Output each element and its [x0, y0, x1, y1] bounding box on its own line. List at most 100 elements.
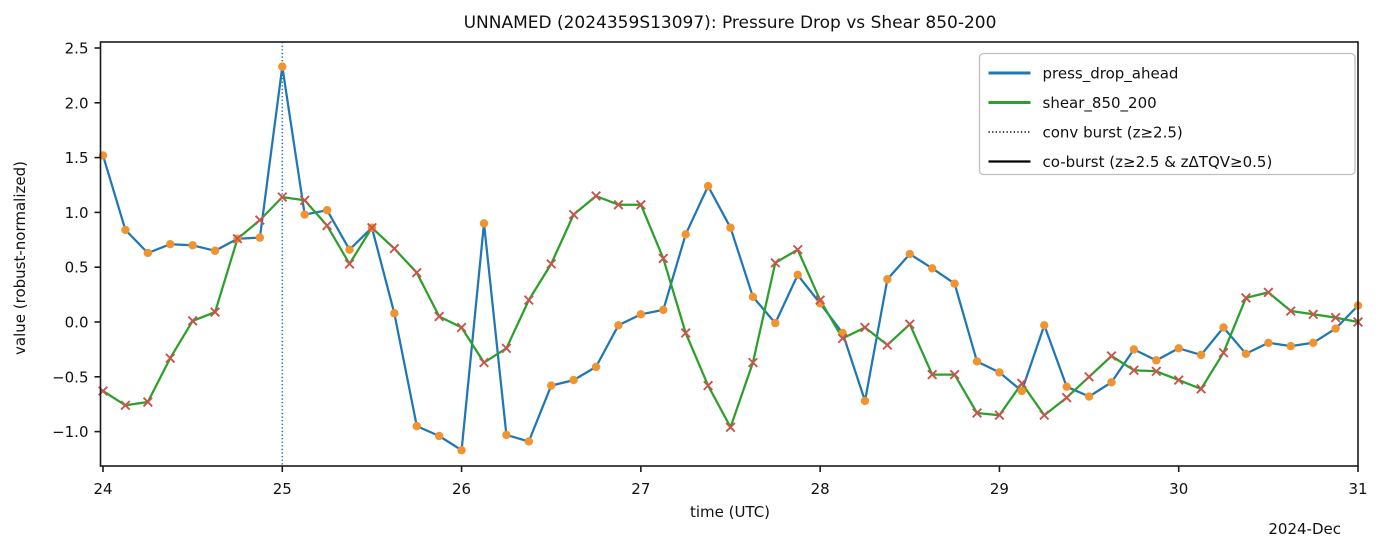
data-point-x — [1061, 392, 1072, 403]
data-point-x — [1240, 292, 1251, 303]
data-point-dot — [1107, 378, 1116, 387]
y-tick-label: 2.0 — [65, 94, 89, 112]
data-point-dot — [412, 421, 421, 431]
data-point-dot — [390, 309, 399, 318]
legend-box — [978, 52, 1356, 176]
data-point-dot — [188, 241, 197, 250]
data-point-x — [725, 422, 736, 433]
data-point-dot — [278, 62, 287, 71]
data-point-x — [1263, 287, 1274, 298]
y-tick-label: −0.5 — [52, 368, 88, 386]
data-point-dot — [614, 321, 623, 330]
data-point-x — [210, 307, 221, 318]
y-tick-label: 0.0 — [65, 314, 89, 332]
data-point-x — [792, 244, 803, 255]
data-point-x — [591, 190, 602, 201]
y-tick-label: 1.0 — [65, 204, 89, 222]
data-point-x — [882, 340, 893, 350]
data-point-dot — [457, 446, 466, 455]
data-point-dot — [1331, 324, 1340, 333]
data-point-x — [815, 295, 826, 306]
data-point-dot — [569, 375, 578, 385]
y-tick-label: 1.5 — [65, 149, 89, 167]
data-point-x — [456, 322, 467, 333]
x-tick-label: 29 — [990, 480, 1009, 498]
data-point-x — [232, 233, 243, 244]
data-point-x — [927, 369, 938, 380]
x-tick-label: 31 — [1348, 480, 1367, 498]
data-point-x — [949, 369, 960, 380]
x-axis-label: time (UTC) — [690, 503, 770, 521]
data-point-x — [523, 295, 534, 306]
x-tick-label: 26 — [452, 480, 471, 498]
data-point-x — [994, 410, 1005, 421]
data-point-x — [277, 192, 288, 203]
data-point-x — [1039, 410, 1050, 421]
plot-border — [99, 41, 1359, 467]
data-point-dot — [681, 230, 690, 239]
data-point-dot — [1174, 344, 1183, 353]
data-point-x — [366, 222, 377, 233]
data-point-x — [658, 253, 669, 264]
data-point-x — [1308, 309, 1319, 320]
data-point-dot — [345, 245, 354, 254]
data-point-dot — [479, 219, 489, 228]
data-point-dot — [883, 275, 892, 284]
y-axis-label: value (robust-normalized) — [11, 161, 29, 355]
y-tick-label: −1.0 — [52, 423, 88, 441]
data-point-x — [254, 215, 265, 226]
data-point-x — [1106, 351, 1117, 361]
x-tick-label: 27 — [631, 480, 650, 498]
data-point-dot — [591, 362, 601, 372]
data-point-dot — [502, 430, 511, 440]
y-tick-label: 0.5 — [65, 259, 89, 277]
data-point-dot — [1196, 350, 1206, 360]
x-tick-label: 28 — [811, 480, 830, 498]
data-point-dot — [972, 357, 982, 366]
legend-entry-label: press_drop_ahead — [1043, 65, 1179, 84]
series-markers-shear_850_200 — [98, 190, 1363, 433]
data-point-x — [434, 311, 445, 322]
data-point-x — [546, 258, 557, 269]
data-point-x — [635, 199, 646, 210]
data-point-x — [568, 209, 579, 220]
data-point-dot — [636, 310, 646, 319]
data-point-x — [1196, 383, 1207, 394]
data-point-x — [1173, 375, 1184, 386]
data-point-dot — [1308, 338, 1318, 348]
data-point-dot — [524, 437, 534, 446]
data-point-dot — [166, 239, 175, 249]
data-point-dot — [121, 225, 130, 235]
data-point-dot — [1264, 338, 1273, 348]
data-point-x — [859, 322, 870, 333]
data-point-x — [904, 319, 915, 330]
x-tick-label: 25 — [273, 480, 292, 498]
data-point-dot — [1152, 356, 1161, 365]
data-point-dot — [860, 396, 870, 406]
data-point-dot — [995, 368, 1004, 377]
chart-title: UNNAMED (2024359S13097): Pressure Drop v… — [464, 13, 997, 33]
data-point-dot — [771, 318, 780, 328]
data-point-dot — [950, 279, 959, 288]
data-point-dot — [793, 270, 802, 280]
data-point-dot — [255, 233, 265, 242]
data-point-x — [142, 397, 153, 407]
data-point-x — [479, 357, 489, 368]
axes-frame: 24 25 26 27 28 29 30 31 2.5 2.0 1.5 1.0 0.5 0.0 −0.5 −1… — [52, 40, 1367, 499]
data-point-x — [501, 343, 512, 354]
data-point-x — [680, 327, 691, 338]
data-point-dot — [703, 181, 713, 191]
data-point-dot — [322, 206, 332, 215]
data-point-x — [299, 195, 310, 206]
data-point-x — [703, 380, 714, 391]
legend-entry-label: conv burst (z≥2.5) — [1043, 124, 1183, 142]
data-point-x — [747, 357, 758, 368]
x-axis-offset-label: 2024-Dec — [1268, 520, 1341, 538]
data-point-dot — [1062, 382, 1071, 391]
x-tick-label: 24 — [93, 480, 112, 498]
data-point-dot — [927, 264, 937, 273]
data-point-x — [1285, 306, 1296, 317]
series-markers — [98, 62, 1363, 455]
